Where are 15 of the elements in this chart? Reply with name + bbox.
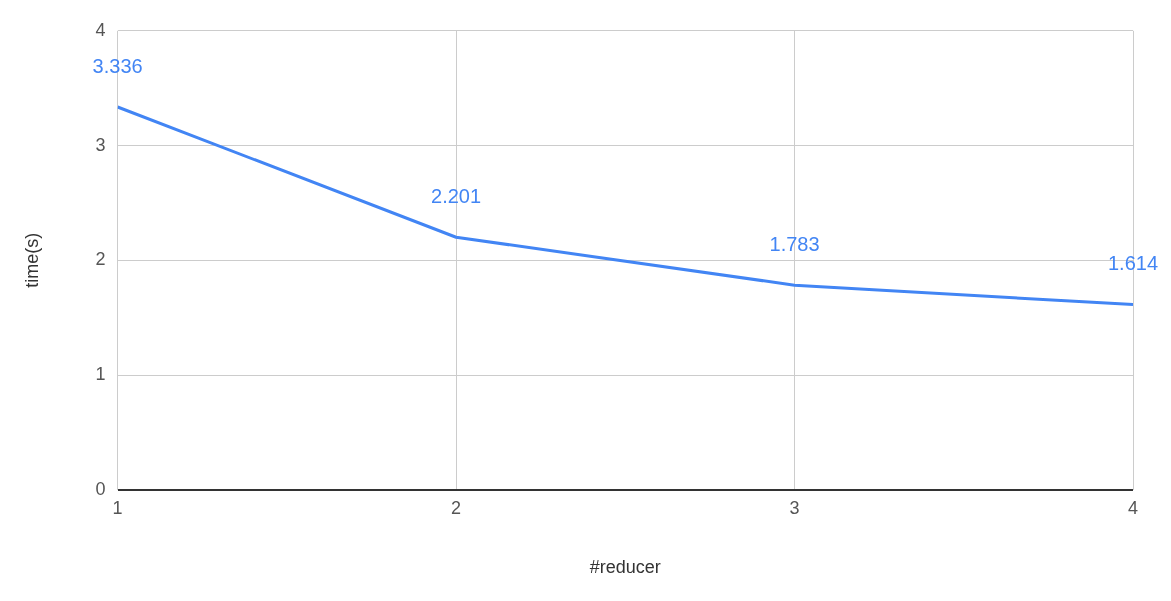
y-tick-label: 3 (95, 134, 106, 155)
data-label: 1.614 (1107, 252, 1159, 275)
y-tick-label: 4 (95, 19, 106, 40)
y-tick-label: 2 (95, 249, 106, 270)
x-tick-label: 1 (112, 497, 123, 518)
y-axis-title: time(s) (21, 232, 42, 288)
data-label: 3.336 (92, 54, 143, 77)
data-label: 2.201 (431, 184, 482, 207)
y-tick-label: 1 (95, 364, 106, 385)
y-tick-label: 0 (95, 478, 106, 499)
data-label: 1.783 (769, 232, 820, 255)
x-tick-label: 3 (789, 497, 800, 518)
x-tick-label: 2 (451, 497, 462, 518)
x-tick-label: 4 (1127, 497, 1139, 518)
x-axis-title: #reducer (589, 557, 661, 578)
